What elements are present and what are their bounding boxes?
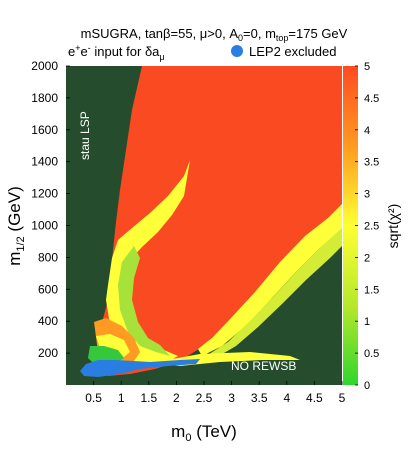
allowed-region-high-chi: [96, 66, 342, 376]
y-axis-ticks: 200 400 600 800 1000 1200 1400 1600 1800 2000: [31, 59, 70, 360]
colorbar-tick-label: 4: [364, 125, 370, 137]
x-axis-ticks: 0.5 1 1.5 2 2.5 3 3.5 4 4.5 5: [85, 381, 346, 405]
lep2-excluded-region: [80, 359, 200, 377]
colorbar-tick-label: 2: [364, 252, 370, 264]
branch-light-green: [118, 246, 170, 356]
x-tick-label: 1.5: [140, 391, 157, 405]
colorbar-tick-label: 3: [364, 189, 370, 201]
y-tick-label: 1000: [31, 219, 58, 233]
y-tick-label: 800: [38, 250, 58, 264]
x-tick-label: 0.5: [85, 391, 102, 405]
y-tick-label: 200: [38, 346, 58, 360]
x-tick-label: 3.5: [251, 391, 268, 405]
colorbar: [343, 66, 358, 385]
x-tick-label: 3: [228, 391, 235, 405]
y-tick-label: 400: [38, 314, 58, 328]
x-tick-label: 1: [118, 391, 125, 405]
colorbar-label: sqrt(χ²): [385, 204, 401, 249]
colorbar-tick-label: 0.5: [364, 348, 379, 360]
region-label-no-rewsb: NO REWSB: [231, 359, 296, 373]
chart-title-line2: e+e- input for δaμ: [68, 43, 165, 62]
branch-yellow: [106, 160, 190, 367]
band-upper-yellow: [198, 204, 342, 356]
x-axis-label: m0 (TeV): [171, 422, 237, 444]
x-tick-label: 4: [283, 391, 290, 405]
x-tick-label: 2: [173, 391, 180, 405]
legend-marker-lep2: [231, 45, 243, 57]
band-upper-green: [206, 228, 342, 360]
region-label-stau-lsp: stau LSP: [78, 111, 92, 160]
colorbar-tick-label: 4.5: [364, 93, 379, 105]
x-tick-label: 5: [339, 391, 346, 405]
colorbar-tick-label: 1: [364, 316, 370, 328]
y-tick-label: 1400: [31, 155, 58, 169]
colorbar-ticks: 0 0.5 1 1.5 2 2.5 3 3.5 4 4.5 5: [355, 61, 379, 392]
colorbar-tick-label: 5: [364, 61, 370, 73]
x-tick-label: 4.5: [306, 391, 323, 405]
plot-area: [66, 66, 342, 385]
colorbar-tick-label: 2.5: [364, 221, 379, 233]
colorbar-tick-label: 0: [364, 380, 370, 392]
colorbar-tick-label: 1.5: [364, 284, 379, 296]
y-tick-label: 1200: [31, 187, 58, 201]
y-axis-label: m1/2 (GeV): [5, 186, 27, 266]
y-tick-label: 1600: [31, 123, 58, 137]
y-tick-label: 1800: [31, 91, 58, 105]
chart-title-line1: mSUGRA, tanβ=55, μ>0, A0=0, mtop=175 GeV: [81, 26, 348, 43]
y-tick-label: 2000: [31, 59, 58, 73]
y-tick-label: 600: [38, 282, 58, 296]
x-tick-label: 2.5: [196, 391, 213, 405]
colorbar-tick-label: 3.5: [364, 157, 379, 169]
legend-label-lep2: LEP2 excluded: [249, 44, 336, 59]
